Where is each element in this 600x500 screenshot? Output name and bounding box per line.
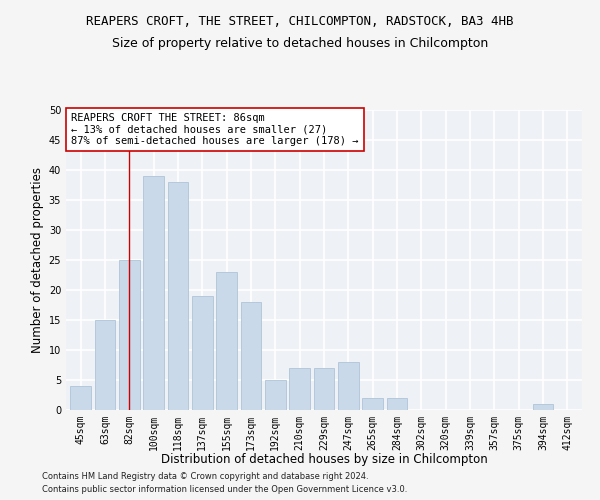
Text: REAPERS CROFT THE STREET: 86sqm
← 13% of detached houses are smaller (27)
87% of: REAPERS CROFT THE STREET: 86sqm ← 13% of…: [71, 113, 359, 146]
Y-axis label: Number of detached properties: Number of detached properties: [31, 167, 44, 353]
Bar: [143, 176, 164, 410]
Bar: [265, 380, 286, 410]
Bar: [338, 362, 359, 410]
Text: Contains HM Land Registry data © Crown copyright and database right 2024.: Contains HM Land Registry data © Crown c…: [42, 472, 368, 481]
Bar: [95, 320, 115, 410]
Bar: [216, 272, 237, 410]
Bar: [289, 368, 310, 410]
Bar: [386, 398, 407, 410]
Bar: [70, 386, 91, 410]
Bar: [533, 404, 553, 410]
Text: REAPERS CROFT, THE STREET, CHILCOMPTON, RADSTOCK, BA3 4HB: REAPERS CROFT, THE STREET, CHILCOMPTON, …: [86, 15, 514, 28]
Bar: [192, 296, 212, 410]
Bar: [362, 398, 383, 410]
Bar: [167, 182, 188, 410]
Bar: [119, 260, 140, 410]
Bar: [314, 368, 334, 410]
Bar: [241, 302, 262, 410]
Text: Contains public sector information licensed under the Open Government Licence v3: Contains public sector information licen…: [42, 485, 407, 494]
Text: Size of property relative to detached houses in Chilcompton: Size of property relative to detached ho…: [112, 38, 488, 51]
Text: Distribution of detached houses by size in Chilcompton: Distribution of detached houses by size …: [161, 452, 487, 466]
